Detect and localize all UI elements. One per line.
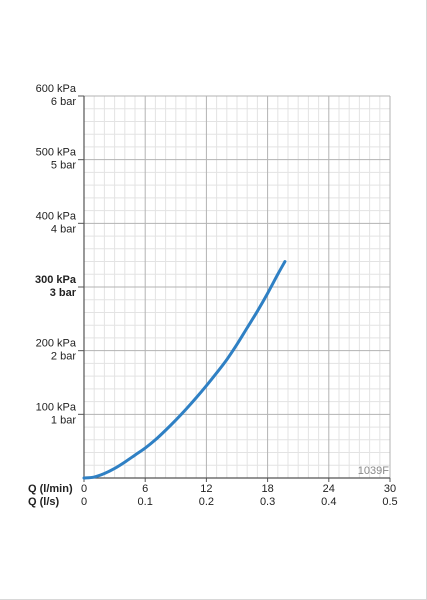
- x-axis-title-ls: Q (l/s): [28, 496, 60, 508]
- major-grid: [84, 95, 391, 478]
- x-axis-title-lmin: Q (l/min): [28, 483, 73, 495]
- x-tick-label-lmin: 30: [384, 483, 396, 495]
- x-tick-label-ls: 0.5: [382, 496, 397, 508]
- chart-code: 1039F: [358, 465, 389, 477]
- y-tick-label-kpa: 300 kPa: [35, 274, 77, 286]
- y-tick-label-kpa: 100 kPa: [36, 401, 77, 413]
- y-tick-label-kpa: 400 kPa: [36, 210, 77, 222]
- x-tick-label-ls: 0.4: [321, 496, 336, 508]
- x-tick-label-ls: 0.2: [199, 496, 214, 508]
- x-tick-label-lmin: 0: [81, 483, 87, 495]
- y-tick-label-bar: 2 bar: [51, 351, 76, 363]
- x-tick-label-lmin: 6: [142, 483, 148, 495]
- x-tick-label-lmin: 12: [200, 483, 212, 495]
- x-tick-label-lmin: 24: [323, 483, 335, 495]
- y-tick-label-kpa: 500 kPa: [36, 147, 77, 159]
- x-tick-label-ls: 0.1: [138, 496, 153, 508]
- x-tick-label-ls: 0: [81, 496, 87, 508]
- y-tick-label-kpa: 200 kPa: [36, 338, 77, 350]
- y-tick-label-bar: 3 bar: [50, 287, 77, 299]
- x-tick-label-lmin: 18: [261, 483, 273, 495]
- curve-layer: [82, 260, 287, 480]
- y-tick-label-bar: 4 bar: [51, 223, 76, 235]
- y-tick-label-kpa: 600 kPa: [36, 83, 77, 95]
- y-tick-label-bar: 6 bar: [51, 96, 76, 108]
- y-tick-label-bar: 5 bar: [51, 160, 76, 172]
- y-tick-label-bar: 1 bar: [51, 414, 76, 426]
- pressure-flow-curve: [82, 260, 287, 480]
- x-tick-label-ls: 0.3: [260, 496, 275, 508]
